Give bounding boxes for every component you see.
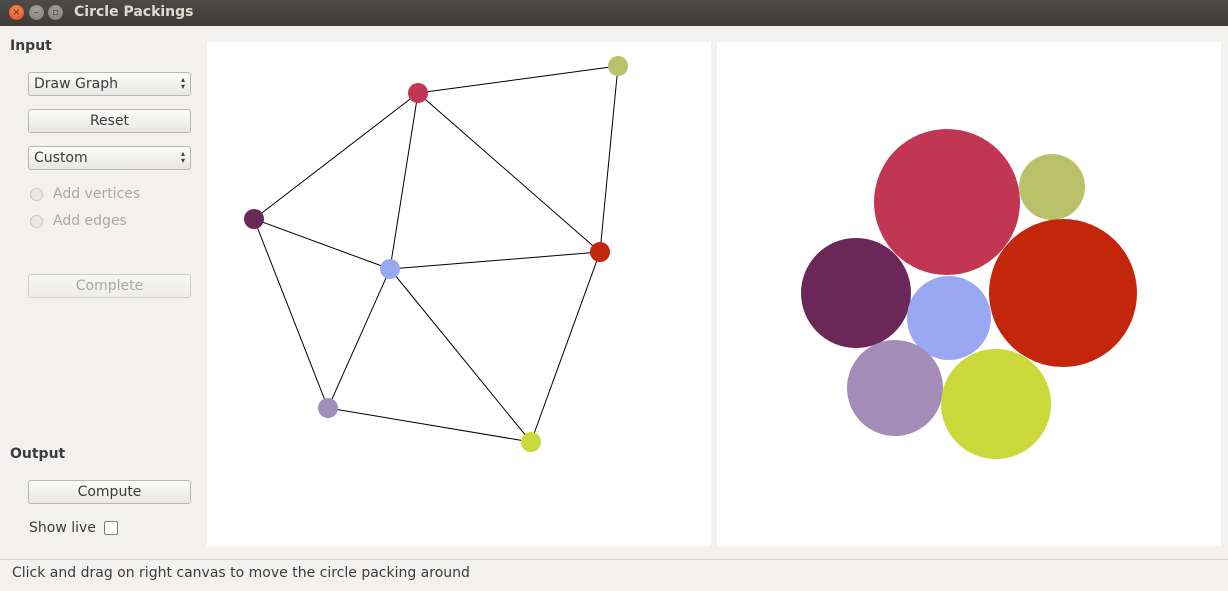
packing-circle[interactable] [847, 340, 943, 436]
circle-packing-drawing [801, 129, 1137, 459]
graph-edge [253, 92, 419, 220]
window-title: Circle Packings [74, 4, 194, 20]
graph-vertex[interactable] [608, 56, 628, 76]
preset-select[interactable]: Custom ▴ ▾ [28, 146, 191, 170]
graph-edge [389, 251, 601, 270]
graph-edge [253, 218, 329, 409]
add-edges-radio[interactable]: Add edges [30, 213, 127, 229]
show-live-label: Show live [29, 520, 96, 536]
updown-chevron-icon: ▴ ▾ [180, 149, 185, 165]
add-edges-label: Add edges [53, 213, 127, 229]
mode-select[interactable]: Draw Graph ▴ ▾ [28, 72, 191, 96]
maximize-window-button[interactable]: ▫ [48, 5, 63, 20]
complete-button-label: Complete [75, 278, 144, 294]
show-live-checkbox[interactable] [103, 521, 118, 535]
compute-button-label: Compute [77, 484, 142, 500]
mode-select-value: Draw Graph [34, 76, 118, 92]
packing-canvas[interactable] [717, 42, 1221, 546]
packing-circle[interactable] [941, 349, 1051, 459]
updown-chevron-icon: ▴ ▾ [180, 75, 185, 91]
compute-button[interactable]: Compute [28, 480, 191, 504]
add-vertices-label: Add vertices [53, 186, 141, 202]
graph-vertex[interactable] [590, 242, 610, 262]
graph-drawing [244, 56, 628, 452]
status-message: Click and drag on right canvas to move t… [12, 565, 470, 581]
graph-edge [417, 65, 619, 94]
graph-edge [599, 65, 619, 253]
output-heading: Output [10, 446, 66, 462]
graph-canvas[interactable] [207, 42, 711, 546]
packing-circle[interactable] [907, 276, 991, 360]
graph-vertex[interactable] [408, 83, 428, 103]
graph-edge [417, 92, 601, 253]
packing-circle[interactable] [874, 129, 1020, 275]
radio-indicator [30, 214, 43, 228]
packing-circle[interactable] [1019, 154, 1085, 220]
show-live-toggle[interactable]: Show live [29, 520, 118, 536]
close-window-button[interactable]: × [9, 5, 24, 20]
graph-edge [389, 92, 419, 270]
status-bar: Click and drag on right canvas to move t… [0, 559, 1228, 591]
add-vertices-radio[interactable]: Add vertices [30, 186, 140, 202]
close-icon: × [12, 6, 21, 18]
maximize-icon: ▫ [52, 6, 59, 18]
graph-vertex[interactable] [380, 259, 400, 279]
minimize-icon: – [34, 6, 39, 18]
packing-circle[interactable] [989, 219, 1137, 367]
graph-edge [530, 251, 601, 443]
graph-vertex[interactable] [244, 209, 264, 229]
input-heading: Input [10, 38, 52, 54]
reset-button-label: Reset [89, 113, 130, 129]
graph-edge [389, 268, 532, 443]
complete-button[interactable]: Complete [28, 274, 191, 298]
graph-vertex[interactable] [521, 432, 541, 452]
graph-edge [253, 218, 391, 270]
title-bar: × – ▫ Circle Packings [0, 0, 1228, 26]
radio-indicator [30, 187, 43, 201]
reset-button[interactable]: Reset [28, 109, 191, 133]
graph-edge [327, 268, 391, 409]
graph-edge [327, 407, 532, 443]
minimize-window-button[interactable]: – [29, 5, 44, 20]
graph-vertex[interactable] [318, 398, 338, 418]
packing-circle[interactable] [801, 238, 911, 348]
preset-select-value: Custom [34, 150, 88, 166]
